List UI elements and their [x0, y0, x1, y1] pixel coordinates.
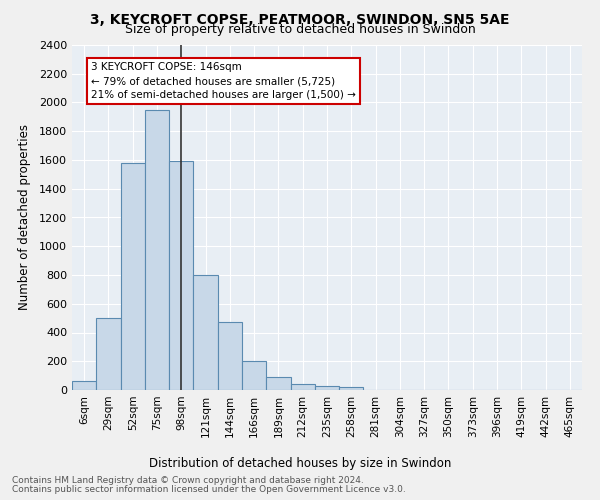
Bar: [96, 318, 121, 390]
Bar: [169, 162, 193, 390]
Text: 3, KEYCROFT COPSE, PEATMOOR, SWINDON, SN5 5AE: 3, KEYCROFT COPSE, PEATMOOR, SWINDON, SN…: [90, 12, 510, 26]
Bar: [339, 387, 364, 390]
Bar: [72, 382, 96, 390]
Bar: [193, 275, 218, 390]
Bar: [242, 361, 266, 390]
Bar: [218, 322, 242, 390]
Bar: [290, 384, 315, 390]
Bar: [315, 386, 339, 390]
Text: Size of property relative to detached houses in Swindon: Size of property relative to detached ho…: [125, 22, 475, 36]
Y-axis label: Number of detached properties: Number of detached properties: [17, 124, 31, 310]
Text: Contains public sector information licensed under the Open Government Licence v3: Contains public sector information licen…: [12, 485, 406, 494]
Text: 3 KEYCROFT COPSE: 146sqm
← 79% of detached houses are smaller (5,725)
21% of sem: 3 KEYCROFT COPSE: 146sqm ← 79% of detach…: [91, 62, 356, 100]
Bar: [266, 377, 290, 390]
Bar: [145, 110, 169, 390]
Bar: [121, 163, 145, 390]
Text: Contains HM Land Registry data © Crown copyright and database right 2024.: Contains HM Land Registry data © Crown c…: [12, 476, 364, 485]
Text: Distribution of detached houses by size in Swindon: Distribution of detached houses by size …: [149, 458, 451, 470]
